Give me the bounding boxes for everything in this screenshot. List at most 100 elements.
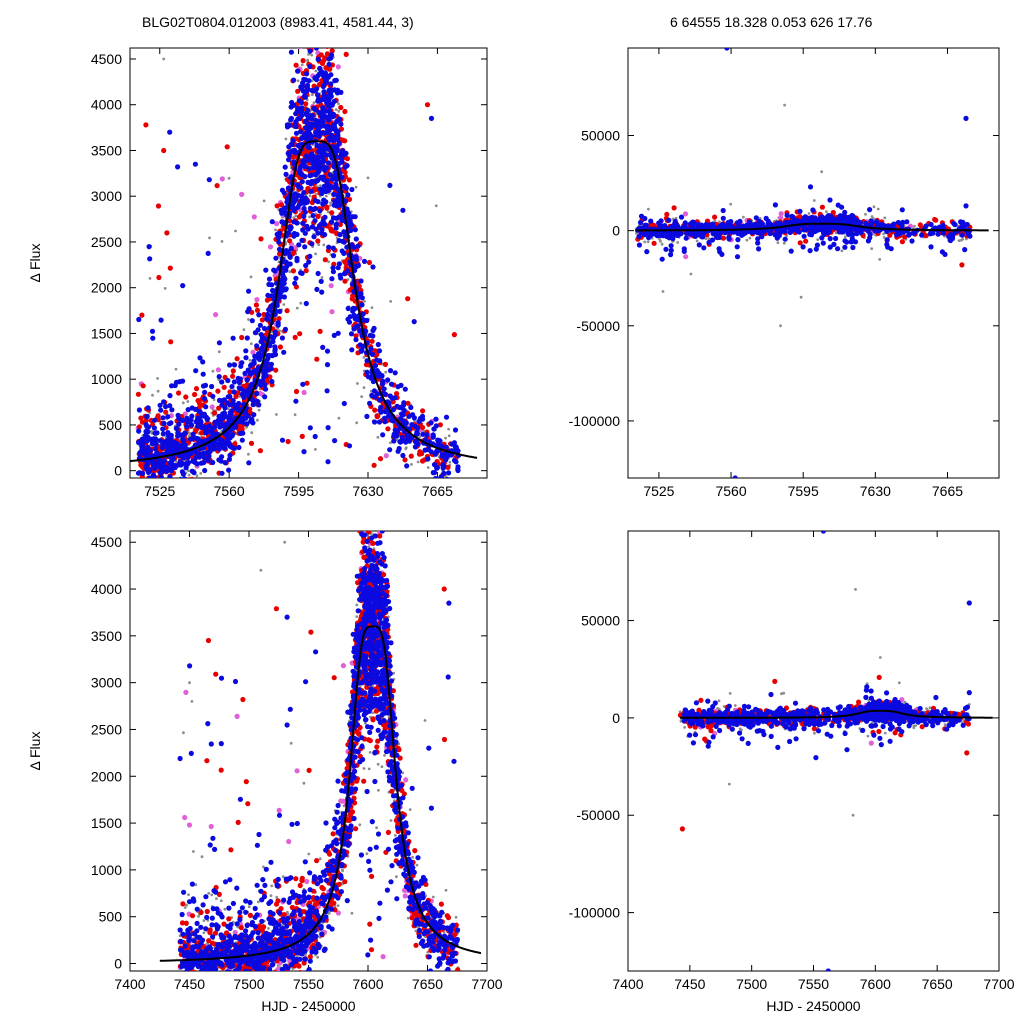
red-data-point	[212, 410, 218, 416]
blue-data-point	[390, 418, 397, 424]
grey-data-point	[250, 431, 254, 435]
blue-data-point	[329, 184, 335, 190]
grey-data-point	[299, 301, 303, 305]
grey-data-point	[707, 237, 711, 241]
blue-data-point	[202, 389, 208, 395]
violet-data-point	[683, 254, 689, 260]
blue-data-point	[161, 420, 167, 427]
red-data-point	[297, 331, 303, 337]
plot-frame	[627, 47, 1000, 479]
blue-data-point	[179, 417, 186, 424]
grey-data-point	[308, 194, 312, 198]
blue-data-point	[147, 475, 153, 478]
violet-data-point	[209, 404, 215, 410]
y-tick-label: 3500	[91, 142, 122, 158]
blue-data-point	[197, 355, 203, 361]
red-data-point	[405, 400, 411, 406]
blue-data-point	[154, 463, 160, 469]
blue-data-point	[330, 215, 337, 221]
blue-data-point	[307, 63, 313, 70]
blue-data-point	[240, 419, 246, 425]
blue-data-point	[144, 461, 150, 467]
blue-data-point	[165, 414, 171, 420]
y-tick-label: 2000	[91, 280, 122, 296]
blue-data-point	[336, 261, 342, 267]
blue-data-point	[850, 232, 856, 238]
grey-data-point	[695, 239, 699, 243]
blue-data-point	[236, 400, 242, 407]
blue-data-point	[303, 125, 309, 131]
grey-outlier-point	[162, 57, 166, 61]
grey-data-point	[418, 435, 422, 439]
blue-data-point	[295, 106, 301, 112]
blue-data-point	[899, 207, 905, 213]
blue-data-point	[440, 464, 446, 470]
red-data-point	[303, 101, 309, 107]
blue-data-point	[265, 292, 271, 298]
violet-data-point	[328, 283, 334, 289]
blue-data-point	[364, 317, 370, 324]
blue-data-point	[258, 332, 264, 338]
red-data-point	[230, 368, 236, 374]
blue-data-point	[252, 330, 258, 336]
blue-data-point	[320, 105, 326, 111]
blue-data-point	[338, 151, 344, 157]
blue-data-point	[245, 309, 251, 315]
blue-data-point	[327, 172, 333, 178]
blue-data-point	[387, 182, 393, 188]
blue-data-point	[364, 413, 370, 419]
blue-data-point	[144, 414, 150, 420]
blue-data-point	[425, 456, 431, 462]
blue-data-point	[196, 451, 202, 457]
blue-data-point	[361, 258, 368, 264]
blue-data-point	[299, 237, 305, 243]
blue-data-point	[216, 446, 222, 452]
plot-stats: 6 64555 18.328 0.053 626 17.76	[670, 14, 873, 30]
grey-data-point	[337, 102, 340, 106]
blue-data-point	[374, 357, 380, 363]
y-tick-label: 2500	[91, 234, 122, 250]
blue-data-point	[245, 413, 251, 419]
red-data-point	[369, 338, 375, 344]
blue-data-point	[165, 445, 171, 451]
red-data-point	[377, 456, 384, 462]
red-data-point	[248, 440, 255, 446]
red-data-point	[902, 234, 908, 240]
blue-data-point	[348, 331, 355, 337]
blue-data-point	[276, 235, 282, 241]
blue-data-point	[272, 346, 278, 352]
blue-data-point	[292, 150, 298, 156]
red-data-point	[329, 210, 335, 216]
red-data-point	[340, 137, 346, 143]
grey-data-point	[314, 252, 317, 256]
red-data-point	[221, 384, 227, 390]
blue-data-point	[173, 425, 179, 431]
blue-data-point	[435, 437, 441, 443]
blue-data-point	[455, 464, 461, 470]
blue-data-point	[170, 439, 176, 445]
blue-data-point	[286, 144, 292, 150]
blue-data-point	[402, 386, 408, 392]
red-data-point	[138, 462, 144, 468]
grey-data-point	[188, 431, 191, 435]
red-data-point	[408, 453, 414, 459]
blue-data-point	[160, 426, 166, 432]
blue-data-point	[837, 213, 844, 219]
grey-outlier-point	[779, 324, 782, 328]
blue-data-point	[353, 236, 359, 242]
grey-data-point	[864, 212, 867, 216]
blue-data-point	[251, 368, 257, 374]
grey-data-point	[384, 370, 388, 374]
grey-data-point	[337, 110, 341, 113]
blue-data-point	[319, 153, 325, 159]
blue-data-point	[329, 276, 335, 282]
blue-data-point	[305, 107, 311, 113]
blue-data-point	[330, 245, 336, 251]
red-data-point	[287, 238, 293, 244]
blue-data-point	[193, 368, 199, 374]
blue-data-point	[321, 130, 327, 136]
blue-data-point	[261, 374, 267, 380]
blue-data-point	[306, 31, 311, 36]
red-data-point	[234, 356, 240, 362]
grey-data-point	[247, 318, 250, 321]
